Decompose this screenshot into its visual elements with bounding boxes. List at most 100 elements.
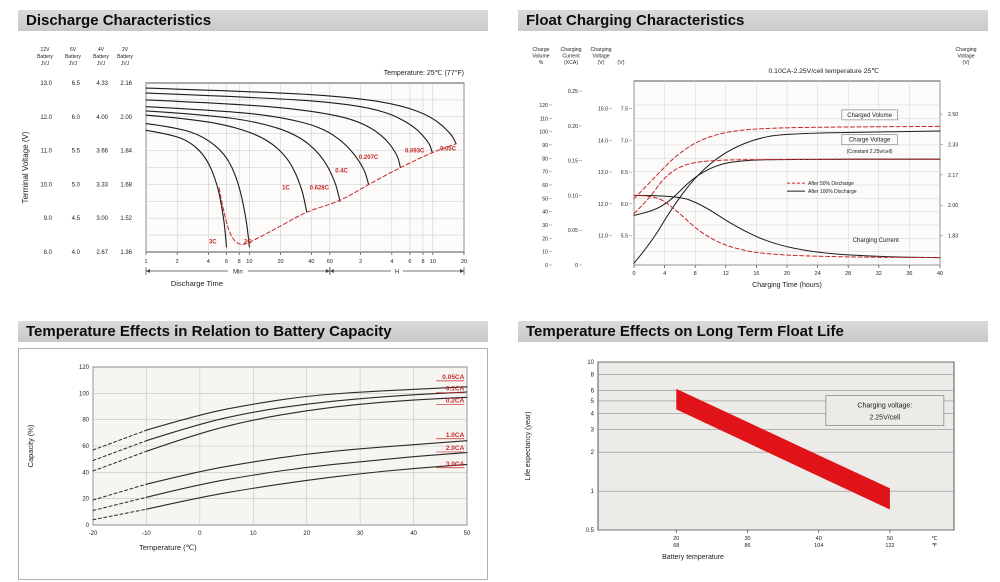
y-axis-label: Capacity (%) bbox=[26, 424, 35, 467]
temp-capacity-title-bar: Temperature Effects in Relation to Batte… bbox=[18, 321, 488, 342]
x-unit-Min: Min bbox=[233, 270, 243, 276]
svg-text:40: 40 bbox=[308, 259, 314, 265]
svg-text:13.0: 13.0 bbox=[40, 81, 52, 87]
svg-text:8: 8 bbox=[591, 373, 595, 379]
discharge-title-bar: Discharge Characteristics bbox=[18, 10, 488, 31]
svg-text:40: 40 bbox=[937, 271, 943, 277]
y-axis-label: Life expectancy (year) bbox=[525, 412, 532, 481]
svg-text:15.0: 15.0 bbox=[598, 107, 608, 113]
svg-text:20: 20 bbox=[673, 536, 679, 542]
svg-text:10: 10 bbox=[587, 360, 594, 366]
svg-text:20: 20 bbox=[542, 236, 548, 242]
discharge-chart: 1 2 4 6 8 10 20 40 60 2 4 6 8 10 20 12V Battery JVJ 13.0 12… bbox=[18, 37, 488, 307]
discharge-curve-0.05C bbox=[145, 87, 457, 145]
svg-text:JVJ: JVJ bbox=[97, 61, 106, 67]
svg-text:4: 4 bbox=[390, 259, 393, 265]
svg-text:60: 60 bbox=[82, 444, 89, 450]
float-charging-title: Float Charging Characteristics bbox=[526, 12, 745, 29]
svg-text:Voltage: Voltage bbox=[957, 54, 974, 60]
svg-text:20: 20 bbox=[784, 271, 790, 277]
temperature-note: Temperature: 25℃ (77°F) bbox=[384, 69, 464, 77]
svg-text:2.00: 2.00 bbox=[120, 115, 132, 121]
x-unit-H: H bbox=[395, 270, 399, 276]
x-axis-label: Charging Time (hours) bbox=[752, 282, 822, 289]
svg-text:0.10: 0.10 bbox=[568, 193, 578, 199]
annotation-line1: Charging voltage: bbox=[857, 403, 912, 410]
svg-text:7.5: 7.5 bbox=[621, 107, 628, 113]
rate-label-2C: 2C bbox=[244, 240, 252, 246]
panel-float-charging: Float Charging Characteristics 0 4 8 12 16 20… bbox=[518, 10, 988, 307]
svg-text:13.0: 13.0 bbox=[598, 170, 608, 176]
svg-text:12V: 12V bbox=[41, 47, 51, 53]
discharge-curve-2C bbox=[145, 123, 250, 248]
svg-text:10: 10 bbox=[542, 250, 548, 256]
discharge-chart-svg: 1 2 4 6 8 10 20 40 60 2 4 6 8 10 2012VBatteryJVJ13.012… bbox=[21, 47, 467, 288]
svg-text:2: 2 bbox=[591, 450, 595, 456]
svg-text:30: 30 bbox=[744, 536, 750, 542]
svg-text:3: 3 bbox=[591, 428, 595, 434]
curve-label-0.05CA: 0.05CA bbox=[442, 374, 464, 381]
rate-label-0.628C: 0.628C bbox=[310, 185, 330, 191]
svg-text:10: 10 bbox=[250, 531, 257, 537]
capacity-curve-0.05CA bbox=[145, 386, 468, 431]
curve-charged-volume-50 bbox=[633, 125, 941, 200]
svg-text:4: 4 bbox=[207, 259, 210, 265]
svg-text:6.0: 6.0 bbox=[72, 115, 81, 121]
temp-capacity-title: Temperature Effects in Relation to Batte… bbox=[26, 323, 392, 340]
svg-text:0: 0 bbox=[198, 531, 202, 537]
svg-text:1.68: 1.68 bbox=[120, 182, 132, 188]
capacity-curve-0.2CA bbox=[145, 396, 468, 452]
svg-text:Charging: Charging bbox=[590, 47, 611, 53]
rate-label-0.207C: 0.207C bbox=[359, 155, 379, 161]
svg-text:Battery: Battery bbox=[93, 54, 109, 60]
svg-text:4: 4 bbox=[663, 271, 666, 277]
capacity-curve-0.1CA bbox=[145, 391, 468, 442]
float-charging-chart-svg: 0 4 8 12 16 20 24 28 32 36 40 Charging Time (hours)… bbox=[532, 47, 976, 289]
svg-text:0: 0 bbox=[575, 263, 578, 269]
svg-text:7.0: 7.0 bbox=[621, 138, 628, 144]
svg-text:6: 6 bbox=[591, 389, 595, 395]
curve-label-0.1CA: 0.1CA bbox=[446, 386, 465, 393]
svg-text:1.36: 1.36 bbox=[120, 250, 132, 256]
curve-charging-current-100 bbox=[633, 194, 941, 259]
svg-text:8.0: 8.0 bbox=[44, 250, 53, 256]
svg-text:2.00: 2.00 bbox=[948, 203, 958, 209]
curve-label: Charging Current bbox=[853, 238, 899, 244]
svg-text:5.0: 5.0 bbox=[72, 182, 81, 188]
svg-text:-10: -10 bbox=[142, 531, 151, 537]
curve-label-3.0CA: 3.0CA bbox=[446, 461, 465, 468]
svg-text:20: 20 bbox=[82, 497, 89, 503]
svg-text:1: 1 bbox=[144, 259, 147, 265]
svg-text:8: 8 bbox=[694, 271, 697, 277]
svg-text:2.16: 2.16 bbox=[120, 81, 132, 87]
svg-text:86: 86 bbox=[744, 543, 750, 549]
svg-text:6.0: 6.0 bbox=[621, 202, 628, 208]
svg-text:Volume: Volume bbox=[532, 54, 549, 60]
svg-text:28: 28 bbox=[845, 271, 851, 277]
svg-text:8: 8 bbox=[421, 259, 424, 265]
discharge-curve-0.093C bbox=[145, 92, 433, 153]
rate-label-0.093C: 0.093C bbox=[405, 148, 425, 154]
svg-text:24: 24 bbox=[815, 271, 821, 277]
svg-text:20: 20 bbox=[461, 259, 467, 265]
svg-text:2.50: 2.50 bbox=[948, 112, 958, 118]
svg-text:40: 40 bbox=[816, 536, 822, 542]
svg-text:6: 6 bbox=[408, 259, 411, 265]
svg-text:4: 4 bbox=[591, 411, 595, 417]
svg-text:1.84: 1.84 bbox=[120, 149, 132, 155]
rate-label-0.4C: 0.4C bbox=[335, 169, 348, 175]
float-charging-title-bar: Float Charging Characteristics bbox=[518, 10, 988, 31]
svg-text:2.33: 2.33 bbox=[948, 142, 958, 148]
panel-discharge: Discharge Characteristics 1 2 4 6 8 10 20 40 60 2… bbox=[18, 10, 488, 307]
svg-text:(V): (V) bbox=[598, 60, 605, 66]
capacity-curve-1.0CA bbox=[145, 440, 468, 485]
svg-text:12: 12 bbox=[723, 271, 729, 277]
svg-text:4.00: 4.00 bbox=[96, 115, 108, 121]
svg-text:2: 2 bbox=[359, 259, 362, 265]
curve-charge-voltage-50 bbox=[633, 158, 941, 214]
capacity-curve-2.0CA bbox=[145, 452, 468, 498]
svg-text:36: 36 bbox=[906, 271, 912, 277]
condition-note: 0.10CA-2.25V/cell temperature 25℃ bbox=[769, 68, 880, 75]
svg-text:1.83: 1.83 bbox=[948, 234, 958, 240]
svg-text:Voltage: Voltage bbox=[592, 54, 609, 60]
